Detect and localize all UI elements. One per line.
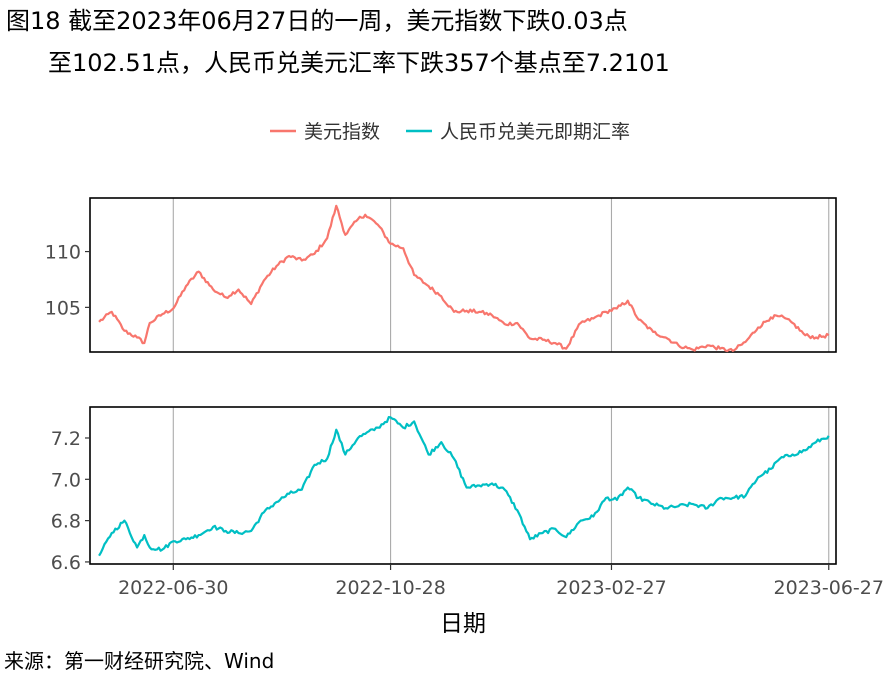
- chart-title-line-2: 至102.51点，人民币兑美元汇率下跌357个基点至7.2101: [48, 49, 670, 77]
- panel-frame-0: [89, 197, 837, 353]
- panel-usd-index: 105 110: [45, 197, 837, 353]
- x-tick-label-3: 2023-06-27: [774, 577, 884, 599]
- y-tick-label-1-1: 6.8: [51, 511, 81, 533]
- y-tick-label-0-0: 105: [45, 297, 81, 319]
- series-line-1: [98, 415, 830, 557]
- y-tick-label-0-1: 110: [45, 242, 81, 264]
- x-tick-label-2: 2023-02-27: [556, 577, 666, 599]
- x-axis-title: 日期: [440, 611, 486, 637]
- y-tick-label-1-0: 6.6: [51, 552, 81, 574]
- chart-title-line-1: 图18 截至2023年06月27日的一周，美元指数下跌0.03点: [6, 7, 628, 35]
- legend-label-usd-index: 美元指数: [304, 121, 380, 143]
- x-tick-label-0: 2022-06-30: [118, 577, 228, 599]
- x-axis: 2022-06-30 2022-10-28 2023-02-27 2023-06-27: [118, 564, 884, 599]
- panel-cny-rate: 6.6 6.8 7.0 7.2: [51, 406, 837, 574]
- y-tick-label-1-3: 7.2: [51, 428, 81, 450]
- legend: 美元指数 人民币兑美元即期汇率: [270, 121, 630, 143]
- x-tick-label-1: 2022-10-28: [335, 577, 445, 599]
- y-tick-label-1-2: 7.0: [51, 469, 81, 491]
- panel-frame-1: [89, 406, 837, 565]
- legend-label-cny-rate: 人民币兑美元即期汇率: [440, 121, 630, 143]
- source-note: 来源：第一财经研究院、Wind: [4, 649, 275, 673]
- series-line-0: [98, 204, 830, 353]
